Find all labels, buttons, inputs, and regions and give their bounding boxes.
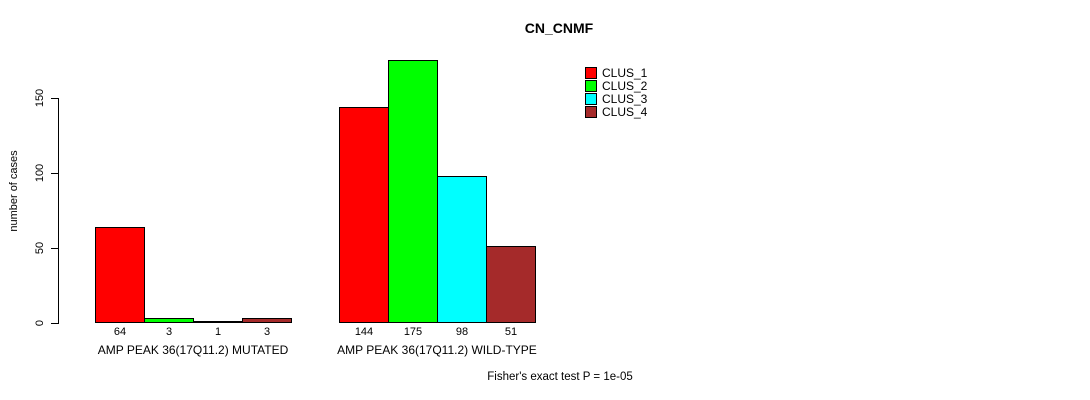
bar-clus_1-group1 xyxy=(95,227,145,323)
legend-swatch-clus_3 xyxy=(585,93,597,105)
bar-clus_4-group2 xyxy=(486,246,536,323)
bar-value-label: 175 xyxy=(403,326,423,338)
legend-label-clus_2: CLUS_2 xyxy=(602,79,648,93)
fisher-test-annotation: Fisher's exact test P = 1e-05 xyxy=(487,371,633,383)
y-axis-tick xyxy=(51,248,58,249)
y-axis-tick xyxy=(51,173,58,174)
y-axis-line xyxy=(58,98,59,324)
bar-value-label: 1 xyxy=(214,326,222,338)
legend-label-clus_4: CLUS_4 xyxy=(602,105,648,119)
group-label: AMP PEAK 36(17Q11.2) MUTATED xyxy=(97,343,289,357)
bar-clus_4-group1 xyxy=(242,318,292,323)
y-axis-tick xyxy=(51,98,58,99)
bar-value-label: 144 xyxy=(354,326,374,338)
legend-swatch-clus_1 xyxy=(585,67,597,79)
bar-value-label: 98 xyxy=(455,326,469,338)
legend-label-clus_3: CLUS_3 xyxy=(602,92,648,106)
legend-swatch-clus_4 xyxy=(585,106,597,118)
chart-title: CN_CNMF xyxy=(524,20,594,36)
y-axis-tick xyxy=(51,323,58,324)
bar-value-label: 51 xyxy=(504,326,518,338)
bar-value-label: 3 xyxy=(165,326,173,338)
legend-swatch-clus_2 xyxy=(585,80,597,92)
bar-value-label: 3 xyxy=(263,326,271,338)
legend-label-clus_1: CLUS_1 xyxy=(602,66,648,80)
group-label: AMP PEAK 36(17Q11.2) WILD-TYPE xyxy=(337,343,537,357)
bar-clus_2-group1 xyxy=(144,318,194,323)
bar-clus_2-group2 xyxy=(388,60,438,323)
bar-value-label: 64 xyxy=(113,326,127,338)
